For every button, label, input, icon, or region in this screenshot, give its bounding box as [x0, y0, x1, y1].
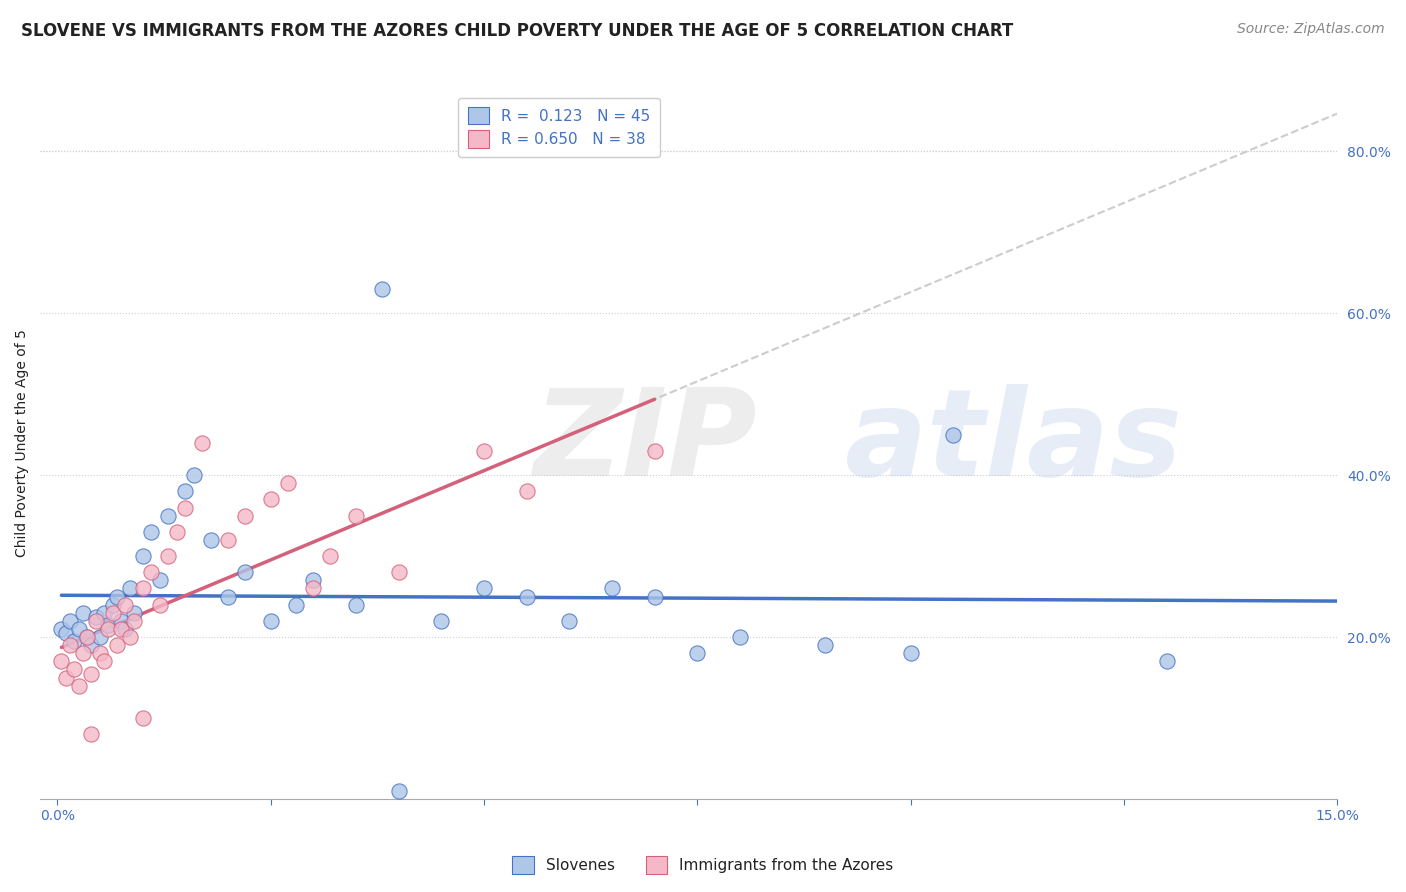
- Point: [516, 590, 538, 604]
- Point: [122, 614, 145, 628]
- Point: [93, 606, 115, 620]
- Point: [900, 646, 922, 660]
- Point: [76, 630, 98, 644]
- Point: [259, 492, 281, 507]
- Point: [63, 634, 86, 648]
- Point: [302, 582, 325, 596]
- Point: [51, 622, 73, 636]
- Point: [157, 549, 180, 563]
- Point: [122, 606, 145, 620]
- Point: [80, 727, 103, 741]
- Point: [166, 524, 188, 539]
- Point: [233, 508, 256, 523]
- Point: [344, 508, 367, 523]
- Point: [472, 582, 495, 596]
- Point: [84, 614, 107, 628]
- Point: [59, 614, 82, 628]
- Point: [942, 427, 965, 442]
- Point: [110, 622, 132, 636]
- Point: [302, 574, 325, 588]
- Point: [217, 590, 239, 604]
- Legend: R =  0.123   N = 45, R = 0.650   N = 38: R = 0.123 N = 45, R = 0.650 N = 38: [458, 97, 659, 157]
- Point: [105, 638, 128, 652]
- Point: [131, 711, 153, 725]
- Point: [55, 626, 77, 640]
- Point: [277, 476, 299, 491]
- Point: [114, 622, 136, 636]
- Point: [59, 638, 82, 652]
- Point: [149, 598, 172, 612]
- Point: [387, 566, 409, 580]
- Point: [131, 582, 153, 596]
- Point: [55, 671, 77, 685]
- Point: [97, 618, 120, 632]
- Point: [516, 484, 538, 499]
- Legend: Slovenes, Immigrants from the Azores: Slovenes, Immigrants from the Azores: [506, 850, 900, 880]
- Point: [84, 610, 107, 624]
- Point: [114, 598, 136, 612]
- Point: [191, 435, 214, 450]
- Point: [430, 614, 453, 628]
- Point: [118, 630, 141, 644]
- Point: [67, 679, 90, 693]
- Point: [149, 574, 172, 588]
- Point: [97, 622, 120, 636]
- Point: [728, 630, 751, 644]
- Point: [217, 533, 239, 547]
- Text: Source: ZipAtlas.com: Source: ZipAtlas.com: [1237, 22, 1385, 37]
- Point: [344, 598, 367, 612]
- Point: [139, 566, 162, 580]
- Point: [200, 533, 222, 547]
- Point: [72, 646, 94, 660]
- Point: [51, 654, 73, 668]
- Point: [80, 666, 103, 681]
- Point: [76, 630, 98, 644]
- Point: [157, 508, 180, 523]
- Point: [644, 443, 666, 458]
- Point: [67, 622, 90, 636]
- Point: [319, 549, 342, 563]
- Point: [80, 638, 103, 652]
- Point: [105, 590, 128, 604]
- Point: [259, 614, 281, 628]
- Point: [233, 566, 256, 580]
- Point: [686, 646, 709, 660]
- Text: atlas: atlas: [845, 384, 1182, 501]
- Point: [472, 443, 495, 458]
- Point: [285, 598, 308, 612]
- Point: [600, 582, 623, 596]
- Point: [387, 784, 409, 798]
- Point: [174, 484, 197, 499]
- Point: [183, 468, 205, 483]
- Point: [814, 638, 837, 652]
- Text: ZIP: ZIP: [533, 384, 756, 501]
- Point: [101, 598, 124, 612]
- Point: [174, 500, 197, 515]
- Point: [89, 630, 111, 644]
- Point: [110, 614, 132, 628]
- Point: [370, 282, 392, 296]
- Text: SLOVENE VS IMMIGRANTS FROM THE AZORES CHILD POVERTY UNDER THE AGE OF 5 CORRELATI: SLOVENE VS IMMIGRANTS FROM THE AZORES CH…: [21, 22, 1014, 40]
- Point: [93, 654, 115, 668]
- Point: [72, 606, 94, 620]
- Point: [131, 549, 153, 563]
- Point: [118, 582, 141, 596]
- Point: [558, 614, 581, 628]
- Point: [139, 524, 162, 539]
- Point: [1156, 654, 1178, 668]
- Point: [644, 590, 666, 604]
- Point: [89, 646, 111, 660]
- Point: [63, 663, 86, 677]
- Y-axis label: Child Poverty Under the Age of 5: Child Poverty Under the Age of 5: [15, 329, 30, 557]
- Point: [101, 606, 124, 620]
